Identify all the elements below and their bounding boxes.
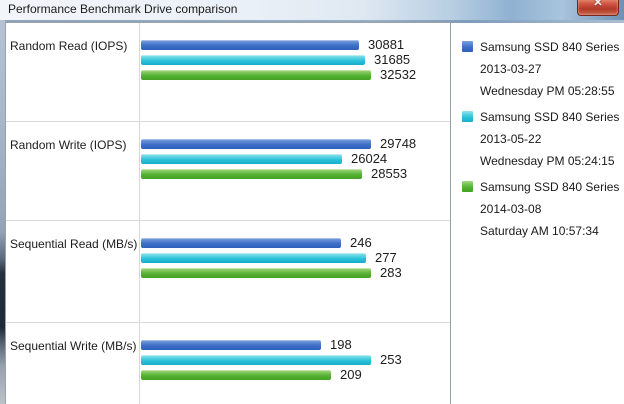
value-label: 253 — [380, 352, 402, 367]
legend-date: 2014-03-08 — [480, 202, 542, 216]
legend-date: 2013-05-22 — [480, 132, 542, 146]
bar — [141, 370, 331, 380]
legend-name: Samsung SSD 840 Series — [480, 180, 620, 194]
value-label: 31685 — [374, 52, 411, 67]
bar — [141, 154, 342, 164]
value-label: 246 — [350, 235, 372, 250]
value-label: 283 — [380, 265, 402, 280]
value-label: 198 — [330, 337, 352, 352]
close-button[interactable]: ✕ — [577, 0, 619, 16]
legend-date: 2013-03-27 — [480, 62, 542, 76]
bar — [141, 169, 362, 179]
value-label: 28553 — [371, 166, 408, 181]
benchmark-chart-panel: Random Read (IOPS) 30881 31685 32532 Random … — [5, 22, 451, 404]
bar — [141, 139, 371, 149]
window-title: Performance Benchmark Drive comparison — [8, 2, 238, 16]
legend-item: Samsung SSD 840 Series 2014-03-08 Saturday… — [462, 176, 624, 242]
aero-left-border — [0, 20, 5, 404]
close-icon: ✕ — [593, 0, 603, 9]
bar — [141, 340, 321, 350]
legend-swatch — [462, 181, 473, 192]
chart-row: Sequential Write (MB/s) 198 253 209 — [6, 322, 450, 404]
legend-name-line: Samsung SSD 840 Series — [462, 176, 624, 198]
bar — [141, 55, 365, 65]
category-label: Sequential Write (MB/s) — [10, 339, 137, 353]
legend-swatch — [462, 111, 473, 122]
value-label: 209 — [340, 367, 362, 382]
bar — [141, 70, 371, 80]
value-label: 26024 — [351, 151, 388, 166]
bar — [141, 238, 341, 248]
bar — [141, 268, 371, 278]
legend-swatch — [462, 41, 473, 52]
legend-timestamp: Wednesday PM 05:28:55 — [480, 84, 615, 98]
legend-panel: Samsung SSD 840 Series 2013-03-27 Wednesda… — [452, 23, 624, 404]
legend-timestamp: Saturday AM 10:57:34 — [480, 224, 599, 238]
value-label: 29748 — [380, 136, 417, 151]
bar — [141, 253, 366, 263]
legend-name: Samsung SSD 840 Series — [480, 40, 620, 54]
category-column-divider — [139, 23, 140, 404]
legend-name-line: Samsung SSD 840 Series — [462, 36, 624, 58]
category-label: Sequential Read (MB/s) — [10, 237, 138, 251]
value-label: 32532 — [380, 67, 417, 82]
legend-timestamp: Wednesday PM 05:24:15 — [480, 154, 615, 168]
value-label: 277 — [375, 250, 397, 265]
bar — [141, 355, 371, 365]
chart-row: Sequential Read (MB/s) 246 277 283 — [6, 220, 450, 322]
value-label: 30881 — [368, 37, 405, 52]
category-label: Random Read (IOPS) — [10, 39, 128, 53]
aero-frame-band — [0, 20, 624, 23]
chart-row: Random Write (IOPS) 29748 26024 28553 — [6, 121, 450, 220]
legend-name-line: Samsung SSD 840 Series — [462, 106, 624, 128]
legend-name: Samsung SSD 840 Series — [480, 110, 620, 124]
chart-row: Random Read (IOPS) 30881 31685 32532 — [6, 23, 450, 121]
category-label: Random Write (IOPS) — [10, 138, 127, 152]
bar — [141, 40, 359, 50]
legend-item: Samsung SSD 840 Series 2013-03-27 Wednesda… — [462, 36, 624, 102]
legend-item: Samsung SSD 840 Series 2013-05-22 Wednesda… — [462, 106, 624, 172]
title-bar[interactable]: Performance Benchmark Drive comparison — [0, 0, 624, 20]
